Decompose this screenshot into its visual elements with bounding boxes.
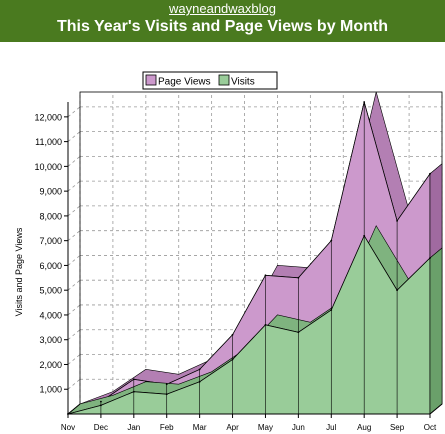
gridline-depth	[67, 279, 81, 291]
x-tick-label: Dec	[94, 423, 108, 432]
page-views-point	[429, 172, 431, 175]
legend-box	[142, 71, 278, 90]
axis-depth	[429, 403, 443, 415]
gridline-depth	[67, 230, 81, 241]
x-tick-label: Jan	[127, 423, 140, 432]
legend-swatch-visits	[218, 74, 230, 86]
y-tick-label: 2,000	[39, 360, 62, 370]
visits-point	[198, 380, 201, 383]
legend-swatch-page-views	[145, 74, 157, 86]
y-tick-label: 5,000	[39, 286, 62, 296]
legend-label-page-views: Page Views	[158, 77, 211, 88]
area-series	[67, 91, 443, 415]
y-tick-label: 10,000	[34, 162, 62, 172]
gridline-depth	[67, 131, 81, 142]
y-axis-label: Visits and Page Views	[14, 227, 24, 316]
area-chart: 1,000 2,000 3,000 4,000 5,000 6,000 7,000 8,000…	[0, 42, 445, 434]
y-tick-label: 11,000	[35, 137, 62, 147]
y-tick-label: 9,000	[39, 187, 62, 197]
visits-point	[165, 393, 168, 396]
y-tick-label: 3,000	[39, 335, 62, 345]
visits-point	[100, 404, 102, 407]
y-tick-label: 6,000	[39, 261, 62, 271]
page-views-point	[297, 276, 300, 279]
y-tick-label: 4,000	[39, 310, 62, 320]
page-views-point	[165, 383, 168, 386]
x-tick-label: Apr	[226, 423, 239, 432]
y-tick-label: 8,000	[39, 211, 62, 221]
legend: Page Views Visits	[142, 71, 278, 90]
page-views-point	[264, 274, 267, 277]
chart-title: This Year's Visits and Page Views by Mon…	[56, 18, 389, 35]
y-tick-label: 12,000	[34, 112, 62, 122]
gridline-depth	[67, 354, 81, 365]
axis-depth	[67, 403, 81, 415]
visits-point	[363, 234, 366, 237]
visits-point	[297, 331, 300, 334]
visits-point	[231, 358, 234, 361]
series-visits-area	[67, 234, 431, 415]
visits-point	[132, 390, 135, 393]
x-tick-label: Aug	[357, 423, 371, 432]
x-tick-label: Mar	[193, 423, 207, 432]
gridline-depth	[67, 255, 81, 266]
visits-point	[396, 289, 398, 292]
gridline-depth	[67, 205, 81, 217]
x-tick-label: Feb	[160, 423, 174, 432]
header-bar: wayneandwaxblog This Year's Visits and P…	[0, 0, 445, 42]
gridline-depth	[67, 304, 81, 316]
series-visits-side	[429, 247, 443, 415]
x-tick-label: Oct	[424, 423, 437, 432]
page-views-point	[132, 378, 135, 381]
legend-label-visits: Visits	[231, 77, 255, 88]
page-views-point	[396, 219, 398, 222]
x-tick-label: Sep	[390, 423, 405, 432]
x-tick-label: Jun	[292, 423, 305, 432]
page-views-point	[100, 400, 102, 403]
gridline-depth	[67, 180, 81, 192]
visits-point	[429, 257, 431, 259]
x-tick-label: May	[258, 423, 273, 432]
gridline-depth	[67, 329, 81, 341]
gridline-depth	[67, 106, 81, 118]
x-tick-label: Nov	[61, 423, 75, 432]
gridline-depth	[67, 378, 81, 390]
page-views-point	[330, 239, 333, 242]
visits-point	[330, 309, 333, 311]
gridline-depth	[67, 156, 81, 167]
y-tick-label: 7,000	[39, 236, 62, 246]
x-tick-label: Jul	[326, 423, 336, 432]
page-views-point	[363, 101, 366, 103]
page-views-point	[231, 333, 234, 336]
page-views-point	[198, 368, 201, 371]
y-tick-label: 1,000	[39, 385, 62, 395]
axes: 1,000 2,000 3,000 4,000 5,000 6,000 7,000 8,000…	[34, 102, 443, 432]
visits-point	[264, 323, 267, 326]
site-link[interactable]: wayneandwaxblog	[169, 1, 276, 16]
